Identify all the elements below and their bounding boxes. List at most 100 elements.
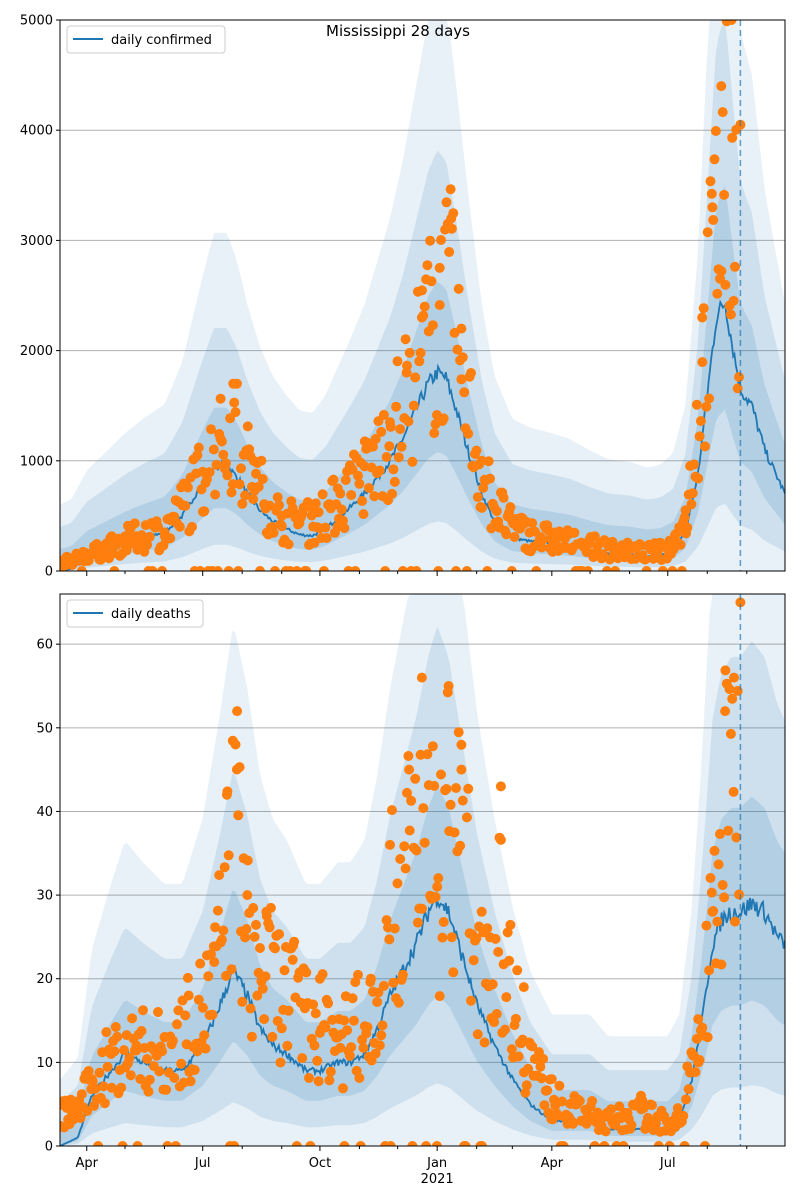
- data-point: [339, 1015, 350, 1026]
- data-point: [731, 832, 742, 843]
- data-point: [667, 1115, 678, 1126]
- data-point: [449, 827, 460, 838]
- data-point: [521, 1080, 532, 1091]
- data-point: [288, 940, 299, 951]
- data-point: [411, 566, 422, 571]
- uncertainty-band: [60, 20, 785, 571]
- data-point: [698, 303, 709, 314]
- data-point: [274, 929, 285, 940]
- data-point: [479, 1037, 490, 1048]
- y-tick-label: 0: [45, 1140, 53, 1155]
- data-point: [691, 399, 702, 410]
- data-point: [410, 372, 421, 383]
- data-point: [453, 727, 464, 738]
- data-point: [308, 999, 319, 1010]
- data-point: [568, 1118, 578, 1129]
- data-point: [557, 1096, 568, 1107]
- data-point: [223, 566, 234, 571]
- data-point: [370, 1048, 381, 1059]
- data-point: [210, 489, 221, 500]
- uncertainty-band: [60, 786, 785, 1146]
- data-point: [212, 905, 223, 916]
- data-point: [419, 837, 430, 848]
- axes-frame: [59, 19, 786, 572]
- data-point: [339, 523, 350, 534]
- data-point: [378, 980, 389, 991]
- data-point: [253, 481, 264, 492]
- data-point: [309, 1040, 320, 1051]
- data-point: [535, 1061, 546, 1072]
- data-point: [539, 1100, 550, 1111]
- uncertainty-bands: [60, 594, 785, 1146]
- data-point: [676, 566, 687, 571]
- data-point: [307, 505, 318, 516]
- data-point: [249, 931, 260, 942]
- data-point: [143, 1086, 154, 1097]
- data-point: [381, 452, 392, 462]
- data-point: [583, 566, 593, 571]
- data-point: [587, 1096, 598, 1106]
- data-point: [221, 789, 232, 800]
- data-point: [432, 881, 443, 892]
- data-point: [704, 393, 715, 404]
- data-point: [324, 1075, 335, 1086]
- data-point: [182, 482, 193, 493]
- data-point: [346, 1042, 357, 1053]
- y-tick-label: 4000: [20, 124, 53, 139]
- data-point: [662, 541, 673, 552]
- data-point: [716, 81, 727, 92]
- data-point: [228, 378, 239, 389]
- data-point: [636, 1090, 646, 1101]
- data-point: [195, 566, 206, 571]
- data-point: [487, 979, 498, 990]
- data-point: [735, 597, 746, 608]
- data-point: [471, 445, 482, 456]
- data-point: [259, 1014, 270, 1025]
- data-point: [283, 539, 294, 550]
- data-point: [403, 416, 414, 427]
- data-point: [169, 1072, 180, 1083]
- data-point: [153, 1007, 163, 1017]
- data-point: [512, 965, 523, 976]
- data-point: [719, 189, 730, 200]
- data-point: [456, 764, 467, 775]
- data-point: [446, 932, 457, 943]
- data-point: [270, 943, 280, 954]
- data-point: [571, 1099, 581, 1110]
- data-point: [705, 176, 716, 187]
- data-point: [732, 383, 743, 394]
- data-point: [305, 1141, 316, 1146]
- data-point: [260, 971, 271, 982]
- data-point: [268, 527, 279, 538]
- data-point: [393, 452, 404, 463]
- data-point: [90, 1083, 101, 1094]
- data-point: [237, 498, 248, 509]
- data-point: [456, 374, 467, 385]
- data-point: [332, 483, 343, 494]
- data-point: [347, 993, 358, 1004]
- data-point: [232, 706, 243, 717]
- data-point: [172, 1019, 182, 1030]
- data-point: [415, 347, 426, 358]
- data-point: [380, 566, 391, 571]
- data-point: [354, 1073, 365, 1083]
- data-point: [436, 769, 446, 780]
- data-point: [131, 1040, 142, 1051]
- data-point: [476, 502, 487, 513]
- data-point: [710, 126, 721, 136]
- data-point: [391, 401, 402, 412]
- data-point: [451, 783, 461, 793]
- data-point: [112, 1031, 123, 1042]
- data-point: [407, 1141, 418, 1146]
- data-point: [461, 812, 472, 823]
- data-point: [495, 781, 506, 792]
- data-point: [369, 491, 380, 502]
- data-point: [255, 566, 265, 571]
- data-point: [161, 1084, 172, 1095]
- data-point: [437, 932, 448, 943]
- data-point: [376, 426, 387, 437]
- data-point: [206, 424, 216, 435]
- data-point: [647, 1100, 657, 1111]
- data-point: [538, 534, 549, 545]
- data-point: [346, 490, 357, 500]
